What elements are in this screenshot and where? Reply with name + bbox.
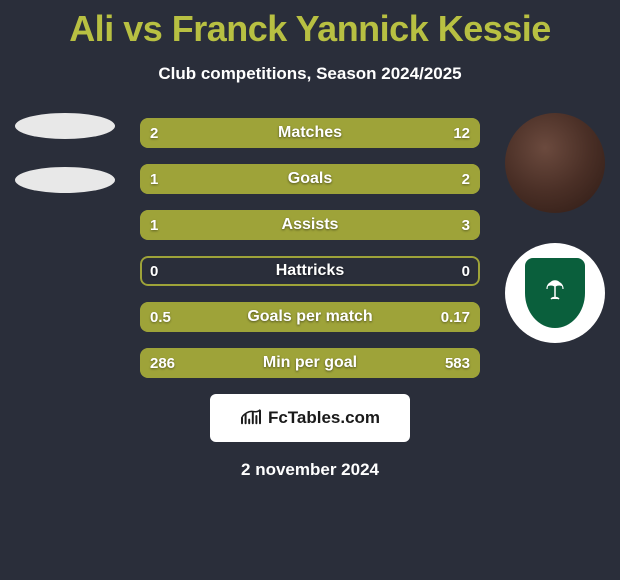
- fctables-icon: [240, 407, 262, 430]
- stat-row: 1Goals2: [140, 164, 480, 194]
- subtitle: Club competitions, Season 2024/2025: [0, 64, 620, 84]
- stat-row: 286Min per goal583: [140, 348, 480, 378]
- left-player-photo-placeholder: [15, 113, 115, 139]
- right-player-photo: [505, 113, 605, 213]
- stat-value-right: 12: [453, 118, 470, 148]
- stat-row: 0Hattricks0: [140, 256, 480, 286]
- stat-label: Assists: [140, 210, 480, 240]
- left-player-badges: [10, 113, 120, 221]
- stat-label: Matches: [140, 118, 480, 148]
- right-player-badges: [500, 113, 610, 343]
- fctables-badge[interactable]: FcTables.com: [210, 394, 410, 442]
- palm-icon: [541, 277, 569, 310]
- date-label: 2 november 2024: [10, 460, 610, 480]
- stats-table: 2Matches121Goals21Assists30Hattricks00.5…: [140, 118, 480, 378]
- stat-label: Min per goal: [140, 348, 480, 378]
- fctables-label: FcTables.com: [268, 408, 380, 428]
- stat-value-right: 3: [462, 210, 470, 240]
- main-area: 2Matches121Goals21Assists30Hattricks00.5…: [0, 118, 620, 480]
- stat-value-right: 0.17: [441, 302, 470, 332]
- stat-value-right: 583: [445, 348, 470, 378]
- stat-value-right: 0: [462, 256, 470, 286]
- right-club-crest: [505, 243, 605, 343]
- stat-label: Goals per match: [140, 302, 480, 332]
- crest-shield: [525, 258, 585, 328]
- left-club-crest-placeholder: [15, 167, 115, 193]
- stat-value-right: 2: [462, 164, 470, 194]
- stat-row: 1Assists3: [140, 210, 480, 240]
- stat-row: 2Matches12: [140, 118, 480, 148]
- stat-label: Hattricks: [140, 256, 480, 286]
- comparison-card: Ali vs Franck Yannick Kessie Club compet…: [0, 0, 620, 480]
- stat-row: 0.5Goals per match0.17: [140, 302, 480, 332]
- page-title: Ali vs Franck Yannick Kessie: [0, 0, 620, 50]
- stat-label: Goals: [140, 164, 480, 194]
